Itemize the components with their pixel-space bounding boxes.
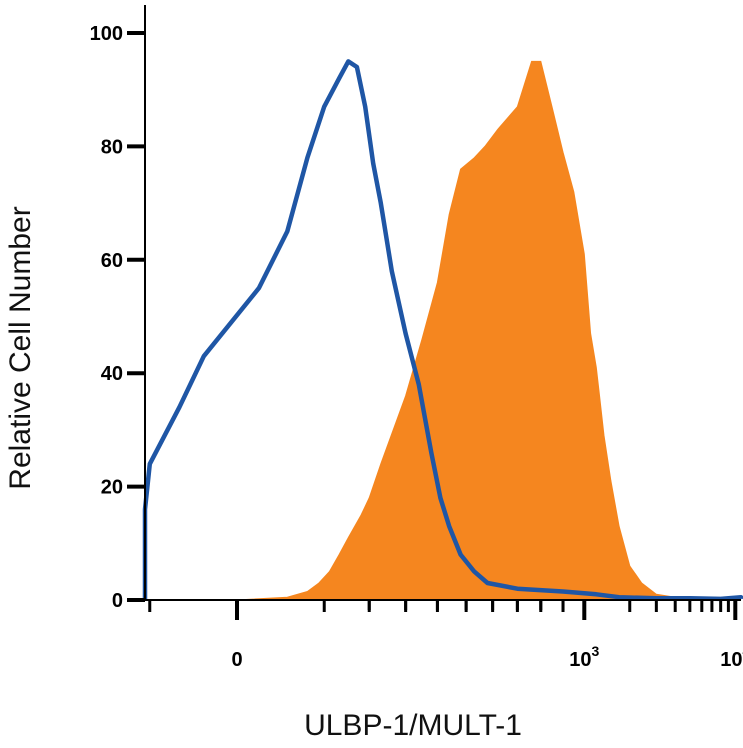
x-tick-label: 104 — [720, 643, 743, 671]
y-tick-label: 40 — [101, 363, 123, 385]
y-tick-label: 20 — [101, 477, 123, 499]
y-tick-label: 60 — [101, 250, 123, 272]
y-tick-label: 100 — [90, 23, 123, 45]
series-filled-histogram — [145, 61, 712, 600]
y-axis-title: Relative Cell Number — [4, 206, 37, 489]
x-tick-exponent: 3 — [592, 643, 600, 659]
x-tick-label: 103 — [569, 643, 599, 671]
y-tick-label: 0 — [112, 590, 123, 612]
x-tick-label: 0 — [231, 649, 242, 671]
x-axis-title: ULBP-1/MULT-1 — [304, 709, 522, 742]
y-tick-label: 80 — [101, 136, 123, 158]
plot-area — [145, 61, 741, 600]
